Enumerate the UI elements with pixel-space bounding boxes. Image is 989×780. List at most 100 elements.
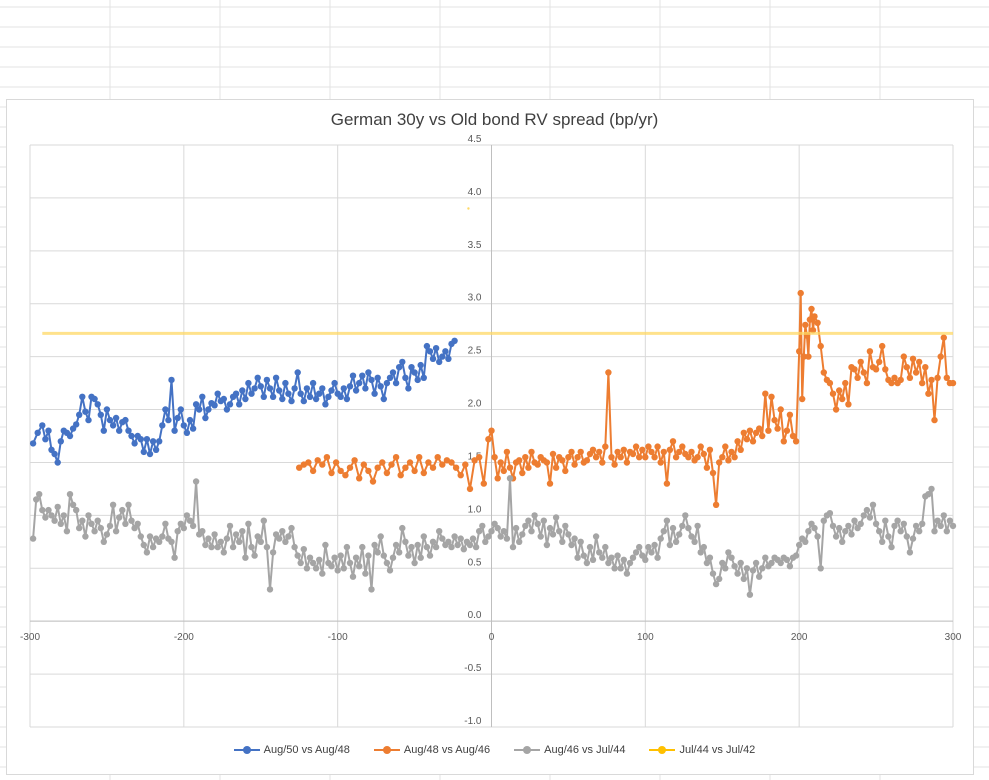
data-point bbox=[408, 543, 415, 551]
data-point bbox=[756, 425, 763, 432]
data-point bbox=[328, 469, 335, 477]
y-tick-label: 3.5 bbox=[468, 240, 482, 251]
data-point bbox=[876, 528, 883, 535]
chart-legend: Aug/50 vs Aug/48 Aug/48 vs Aug/46 Aug/46 v… bbox=[0, 744, 989, 756]
data-point bbox=[57, 520, 64, 527]
data-point bbox=[386, 374, 394, 381]
data-point bbox=[888, 379, 895, 387]
data-point bbox=[42, 436, 49, 443]
data-point bbox=[540, 517, 547, 524]
data-point bbox=[592, 454, 600, 461]
data-point bbox=[251, 552, 258, 559]
data-point bbox=[171, 427, 178, 434]
data-point bbox=[137, 436, 144, 443]
data-point bbox=[122, 416, 129, 424]
data-point bbox=[762, 390, 769, 397]
data-point bbox=[543, 541, 551, 549]
data-point bbox=[131, 440, 138, 447]
data-point bbox=[934, 374, 941, 381]
data-point bbox=[291, 543, 298, 551]
data-point bbox=[531, 512, 538, 519]
data-point bbox=[725, 457, 732, 464]
data-point bbox=[943, 528, 950, 535]
data-point bbox=[254, 374, 261, 381]
data-point bbox=[774, 425, 781, 432]
data-point bbox=[660, 528, 667, 535]
data-point bbox=[57, 438, 64, 445]
data-point bbox=[439, 535, 446, 542]
data-point bbox=[106, 416, 114, 424]
data-point bbox=[451, 533, 458, 540]
data-point bbox=[248, 390, 255, 397]
data-point bbox=[156, 438, 163, 445]
data-point bbox=[716, 575, 723, 583]
data-point bbox=[817, 565, 824, 572]
data-point bbox=[716, 459, 723, 466]
data-point bbox=[356, 379, 363, 387]
data-point bbox=[589, 446, 597, 453]
data-point bbox=[426, 552, 434, 559]
data-point bbox=[866, 348, 874, 355]
data-point bbox=[39, 506, 46, 514]
data-point bbox=[916, 358, 923, 366]
data-point bbox=[694, 454, 701, 461]
data-point bbox=[269, 549, 277, 556]
data-point bbox=[749, 567, 757, 574]
data-point bbox=[232, 531, 240, 538]
data-point bbox=[519, 531, 526, 538]
data-point bbox=[82, 408, 89, 415]
data-point bbox=[657, 459, 664, 466]
data-point bbox=[706, 446, 714, 453]
x-tick-label: -200 bbox=[174, 632, 194, 643]
data-point bbox=[743, 565, 751, 572]
data-point bbox=[906, 549, 914, 556]
x-tick-label: 0 bbox=[489, 632, 495, 643]
data-point bbox=[306, 554, 314, 561]
data-point bbox=[439, 353, 446, 360]
data-point bbox=[534, 461, 541, 468]
data-point bbox=[156, 538, 163, 545]
data-point bbox=[919, 379, 926, 387]
data-point bbox=[306, 393, 314, 400]
data-point bbox=[411, 369, 418, 376]
data-point bbox=[549, 531, 557, 538]
data-point bbox=[792, 552, 800, 559]
data-point bbox=[842, 379, 849, 387]
data-point bbox=[722, 443, 729, 450]
data-point bbox=[614, 448, 621, 456]
data-point bbox=[503, 535, 511, 542]
data-point bbox=[485, 533, 492, 540]
data-point bbox=[497, 533, 504, 540]
data-point bbox=[857, 520, 864, 527]
data-point bbox=[174, 528, 181, 535]
data-point bbox=[654, 443, 661, 450]
data-point bbox=[325, 393, 332, 400]
data-point bbox=[436, 358, 443, 366]
data-point bbox=[848, 531, 855, 538]
data-point bbox=[476, 454, 483, 461]
data-point bbox=[494, 524, 501, 532]
data-point bbox=[276, 387, 283, 394]
data-point bbox=[73, 506, 80, 514]
data-point bbox=[232, 390, 240, 397]
data-point bbox=[48, 512, 55, 519]
data-point bbox=[260, 517, 267, 524]
data-point bbox=[416, 454, 423, 461]
data-point bbox=[51, 517, 58, 524]
data-point bbox=[291, 385, 298, 392]
data-point bbox=[728, 448, 735, 456]
data-point bbox=[229, 543, 237, 551]
data-point bbox=[389, 554, 397, 561]
data-point bbox=[343, 395, 351, 403]
data-point bbox=[140, 448, 147, 456]
legend-swatch bbox=[649, 746, 676, 754]
data-point bbox=[368, 376, 375, 384]
data-point bbox=[906, 374, 914, 381]
data-point bbox=[346, 383, 354, 390]
data-point bbox=[314, 457, 321, 464]
data-point bbox=[239, 387, 246, 394]
data-point bbox=[746, 591, 754, 598]
data-point bbox=[480, 480, 487, 487]
data-point bbox=[897, 528, 904, 535]
data-point bbox=[66, 432, 74, 440]
